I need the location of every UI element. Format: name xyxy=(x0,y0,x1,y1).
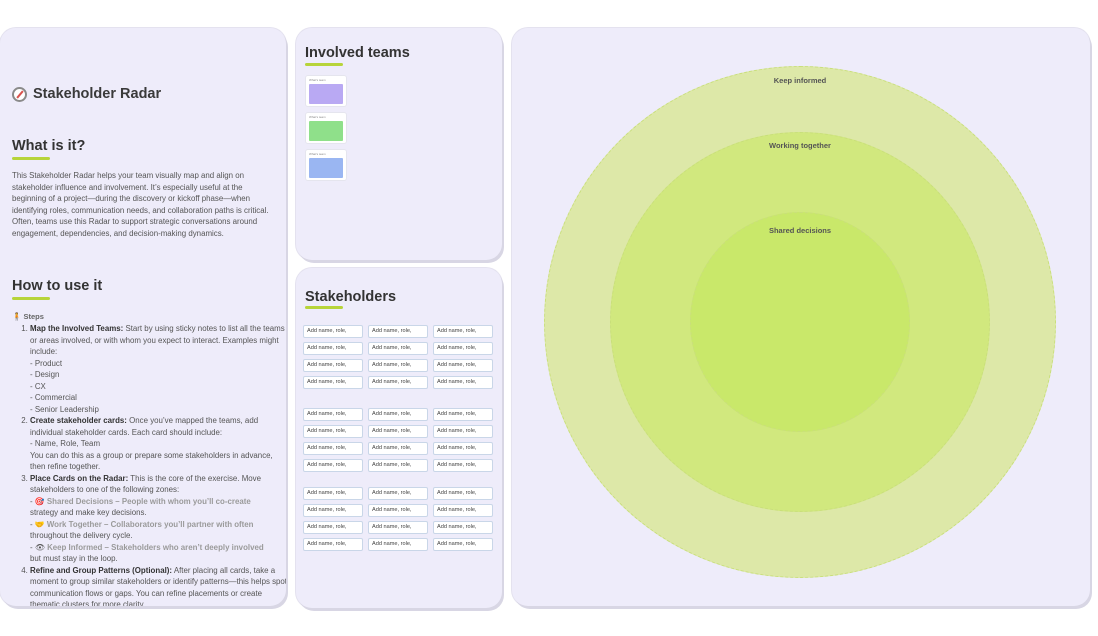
heading-underline xyxy=(12,157,50,160)
stakeholder-card[interactable]: Add name, role, xyxy=(303,521,363,534)
involved-teams-panel: Involved teams What's team What's team W… xyxy=(296,28,502,260)
stakeholder-card[interactable]: Add name, role, xyxy=(368,538,428,551)
step-2: Create stakeholder cards: Once you’ve ma… xyxy=(30,415,286,473)
heading-underline xyxy=(305,63,343,66)
stakeholder-card[interactable]: Add name, role, xyxy=(433,408,493,421)
stakeholder-card[interactable]: Add name, role, xyxy=(303,504,363,517)
stakeholder-card[interactable]: Add name, role, xyxy=(433,342,493,355)
stakeholder-card[interactable]: Add name, role, xyxy=(368,425,428,438)
stakeholder-card[interactable]: Add name, role, xyxy=(368,442,428,455)
what-heading: What is it? xyxy=(12,137,85,160)
stakeholder-card[interactable]: Add name, role, xyxy=(368,342,428,355)
team-color xyxy=(309,121,343,141)
heading-underline xyxy=(305,306,343,309)
stakeholder-card[interactable]: Add name, role, xyxy=(433,521,493,534)
stakeholder-card[interactable]: Add name, role, xyxy=(368,359,428,372)
stakeholder-card[interactable]: Add name, role, xyxy=(368,521,428,534)
step-3: Place Cards on the Radar: This is the co… xyxy=(30,473,286,565)
stakeholder-card[interactable]: Add name, role, xyxy=(303,425,363,438)
involved-teams-title: Involved teams xyxy=(305,45,410,61)
app-title: Stakeholder Radar xyxy=(12,86,161,102)
what-paragraph-1: This Stakeholder Radar helps your team v… xyxy=(12,171,269,215)
stakeholder-card[interactable]: Add name, role, xyxy=(368,487,428,500)
stakeholder-card[interactable]: Add name, role, xyxy=(303,459,363,472)
stakeholder-card[interactable]: Add name, role, xyxy=(368,408,428,421)
stakeholder-card[interactable]: Add name, role, xyxy=(433,376,493,389)
step-4: Refine and Group Patterns (Optional): Af… xyxy=(30,565,286,607)
example-item: - Design xyxy=(30,370,60,379)
stakeholder-card[interactable]: Add name, role, xyxy=(303,442,363,455)
steps-list: Map the Involved Teams: Start by using s… xyxy=(12,323,286,606)
stakeholder-card[interactable]: Add name, role, xyxy=(433,442,493,455)
person-icon: 🧍 xyxy=(12,312,22,321)
stakeholder-card[interactable]: Add name, role, xyxy=(303,408,363,421)
target-icon: 🎯 xyxy=(34,496,45,506)
stakeholder-card[interactable]: Add name, role, xyxy=(433,459,493,472)
stakeholder-card[interactable]: Add name, role, xyxy=(303,538,363,551)
stakeholder-card[interactable]: Add name, role, xyxy=(303,487,363,500)
stakeholder-card[interactable]: Add name, role, xyxy=(433,425,493,438)
example-item: - Senior Leadership xyxy=(30,404,99,414)
steps-label: 🧍 Steps xyxy=(12,312,44,321)
heading-underline xyxy=(12,297,50,300)
what-body: This Stakeholder Radar helps your team v… xyxy=(12,170,270,239)
stakeholder-card[interactable]: Add name, role, xyxy=(303,342,363,355)
team-color xyxy=(309,84,343,104)
what-paragraph-2: Often, teams use this Radar to support s… xyxy=(12,217,258,238)
stakeholder-card[interactable]: Add name, role, xyxy=(433,538,493,551)
stakeholders-title: Stakeholders xyxy=(305,289,397,305)
stakeholder-card[interactable]: Add name, role, xyxy=(368,325,428,338)
stakeholder-card[interactable]: Add name, role, xyxy=(368,459,428,472)
stakeholder-card[interactable]: Add name, role, xyxy=(303,325,363,338)
stakeholder-card[interactable]: Add name, role, xyxy=(303,359,363,372)
team-sticky-note[interactable]: What's team xyxy=(306,76,346,106)
example-item: - Commercial xyxy=(30,393,77,402)
ring-label-shared-decisions: Shared decisions xyxy=(768,226,832,235)
howto-heading: How to use it xyxy=(12,277,102,300)
app-title-text: Stakeholder Radar xyxy=(33,86,162,102)
stakeholder-card[interactable]: Add name, role, xyxy=(433,487,493,500)
team-sticky-note[interactable]: What's team xyxy=(306,113,346,143)
instructions-panel: Stakeholder Radar What is it? This Stake… xyxy=(0,28,286,606)
example-item: - CX xyxy=(30,381,46,391)
stakeholder-card[interactable]: Add name, role, xyxy=(303,376,363,389)
eye-icon: 👁 xyxy=(34,542,45,552)
stakeholder-card[interactable]: Add name, role, xyxy=(433,359,493,372)
radar-panel: Keep informed Working together Shared de… xyxy=(512,28,1090,606)
stakeholders-panel: Stakeholders Add name, role, Add name, ro… xyxy=(296,268,502,608)
stakeholder-card[interactable]: Add name, role, xyxy=(368,504,428,517)
example-item: - Product xyxy=(30,358,63,368)
stakeholder-card[interactable]: Add name, role, xyxy=(368,376,428,389)
ring-shared-decisions xyxy=(690,212,910,432)
team-color xyxy=(309,158,343,178)
step-1: Map the Involved Teams: Start by using s… xyxy=(30,323,286,415)
stakeholder-card[interactable]: Add name, role, xyxy=(433,504,493,517)
compass-icon xyxy=(12,86,27,102)
ring-label-keep-informed: Keep informed xyxy=(773,76,827,85)
ring-label-working-together: Working together xyxy=(769,141,831,150)
stakeholder-card[interactable]: Add name, role, xyxy=(433,325,493,338)
team-sticky-note[interactable]: What's team xyxy=(306,150,346,180)
handshake-icon: 🤝 xyxy=(34,519,45,529)
